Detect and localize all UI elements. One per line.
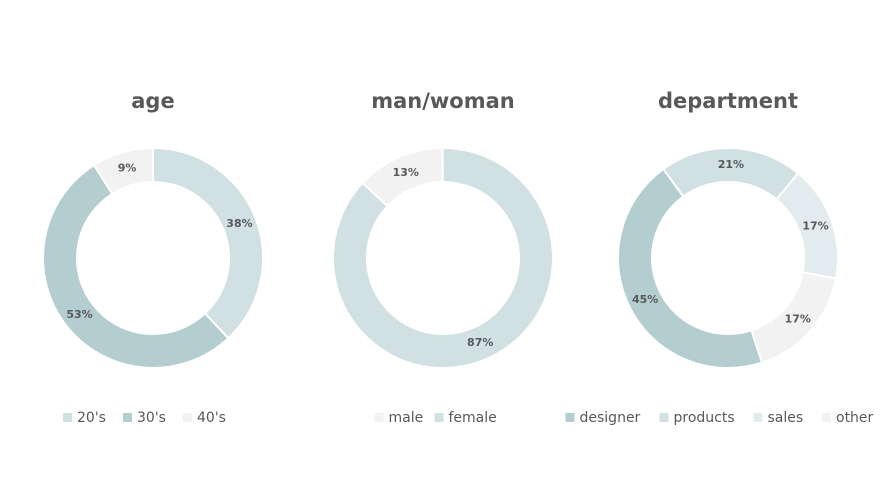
donut-slice	[750, 271, 838, 364]
legend-swatch	[374, 413, 384, 422]
legend-label: 40's	[197, 410, 226, 426]
value-label: 87%	[467, 336, 493, 349]
value-label: 53%	[66, 308, 92, 321]
value-label: 17%	[785, 313, 811, 326]
legend-label: sales	[768, 410, 804, 426]
legend-label: other	[836, 410, 874, 426]
legend-swatch	[753, 413, 763, 422]
chart-title: age	[131, 89, 174, 113]
legend-label: male	[389, 410, 424, 426]
chart-title: man/woman	[371, 89, 515, 113]
legend-label: products	[674, 410, 735, 426]
value-label: 45%	[632, 293, 658, 306]
value-label: 13%	[393, 166, 419, 179]
donut-slice	[92, 146, 154, 196]
donut-slice	[152, 146, 264, 340]
legend-swatch	[123, 413, 132, 422]
donut-slice	[42, 163, 230, 369]
legend-label: 20's	[77, 410, 106, 426]
legend-label: female	[449, 410, 497, 426]
legend-label: 30's	[137, 410, 166, 426]
donut-slice	[332, 147, 554, 369]
chart-title: department	[658, 89, 798, 113]
legend-swatch	[659, 413, 669, 422]
legend-swatch	[565, 413, 575, 422]
donut-slice	[617, 167, 764, 369]
legend-swatch	[434, 413, 444, 422]
value-label: 38%	[226, 217, 252, 230]
value-label: 9%	[118, 162, 137, 175]
legend-swatch	[183, 413, 192, 422]
donut-slice	[661, 147, 800, 201]
legend-label: designer	[580, 410, 641, 426]
value-label: 17%	[802, 219, 828, 232]
legend-swatch	[63, 413, 72, 422]
value-label: 21%	[718, 158, 744, 171]
legend-swatch	[822, 413, 831, 422]
